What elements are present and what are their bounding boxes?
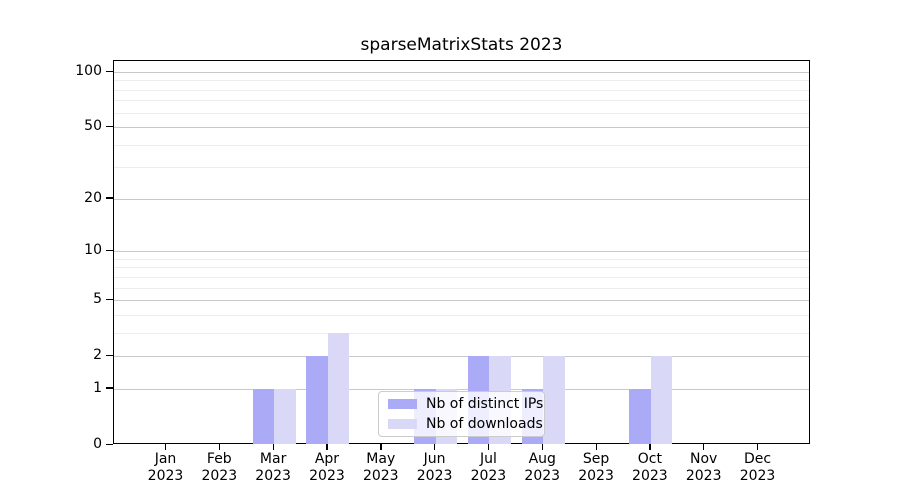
- x-tick-label: Jul 2023: [470, 451, 507, 484]
- y-tick-label: 1: [93, 379, 102, 396]
- bar-downloads-apr: [327, 332, 350, 444]
- x-tick: [649, 444, 651, 450]
- y-tick: [106, 443, 113, 445]
- x-tick-label: Oct 2023: [632, 451, 668, 484]
- bar-downloads-oct: [650, 356, 673, 444]
- minor-gridline: [114, 167, 809, 169]
- x-tick: [380, 444, 382, 450]
- bar-distinct-ips-oct: [629, 388, 651, 444]
- legend-row: Nb of distinct IPs: [388, 396, 543, 412]
- y-tick-label: 20: [84, 189, 102, 206]
- minor-gridline: [114, 80, 809, 82]
- x-tick: [218, 444, 221, 450]
- minor-gridline: [114, 258, 809, 260]
- minor-gridline: [114, 314, 809, 316]
- x-tick-label: May 2023: [362, 451, 399, 484]
- major-gridline: [114, 388, 809, 390]
- y-tick: [106, 125, 113, 128]
- x-tick: [541, 444, 544, 450]
- x-tick: [326, 444, 328, 450]
- x-tick-label: Jan 2023: [147, 451, 184, 484]
- major-gridline: [114, 72, 809, 73]
- legend-swatch-downloads: [388, 419, 417, 429]
- x-tick: [757, 444, 759, 450]
- y-tick: [106, 249, 113, 251]
- bar-downloads-mar: [274, 388, 296, 444]
- x-tick-label: Jun 2023: [416, 451, 453, 484]
- major-gridline: [114, 356, 809, 358]
- x-tick-label: Mar 2023: [255, 451, 291, 484]
- legend-label-downloads: Nb of downloads: [426, 416, 543, 432]
- x-tick: [595, 444, 597, 450]
- x-tick: [703, 444, 705, 450]
- minor-gridline: [114, 112, 809, 114]
- minor-gridline: [114, 89, 809, 91]
- x-tick-label: Sep 2023: [578, 451, 614, 484]
- minor-gridline: [114, 144, 809, 146]
- legend-label-distinct-ips: Nb of distinct IPs: [426, 396, 544, 412]
- major-gridline: [114, 198, 809, 200]
- bar-distinct-ips-mar: [252, 388, 275, 444]
- plot-area: [113, 60, 810, 444]
- x-tick: [272, 444, 274, 450]
- y-tick-label: 100: [75, 63, 102, 79]
- y-tick: [106, 387, 113, 389]
- y-tick-label: 0: [93, 436, 102, 452]
- major-gridline: [114, 127, 809, 129]
- y-tick: [106, 70, 113, 72]
- minor-gridline: [114, 267, 809, 269]
- minor-gridline: [114, 276, 809, 278]
- x-tick-label: Aug 2023: [524, 451, 561, 484]
- y-tick-label: 10: [84, 242, 102, 259]
- x-tick-label: Nov 2023: [685, 451, 722, 484]
- x-tick: [487, 444, 490, 450]
- x-tick-label: Apr 2023: [309, 451, 345, 484]
- legend-swatch-distinct-ips: [388, 399, 417, 409]
- y-tick-label: 50: [84, 118, 102, 135]
- minor-gridline: [114, 287, 809, 289]
- major-gridline: [114, 251, 809, 253]
- bar-distinct-ips-apr: [306, 356, 328, 444]
- y-tick: [106, 298, 113, 300]
- x-tick-label: Dec 2023: [739, 451, 776, 484]
- minor-gridline: [114, 332, 809, 334]
- minor-gridline: [114, 100, 809, 102]
- chart-title: sparseMatrixStats 2023: [360, 35, 563, 55]
- y-tick-label: 5: [93, 291, 102, 308]
- legend-row: Nb of downloads: [388, 416, 543, 432]
- x-tick: [434, 444, 436, 450]
- major-gridline: [114, 300, 809, 302]
- y-tick: [106, 197, 113, 199]
- bar-downloads-aug: [543, 356, 565, 444]
- x-tick-label: Feb 2023: [201, 451, 238, 484]
- y-tick-label: 2: [93, 347, 102, 364]
- legend: Nb of distinct IPs Nb of downloads: [378, 391, 545, 437]
- x-tick: [165, 444, 167, 450]
- y-tick: [106, 354, 113, 356]
